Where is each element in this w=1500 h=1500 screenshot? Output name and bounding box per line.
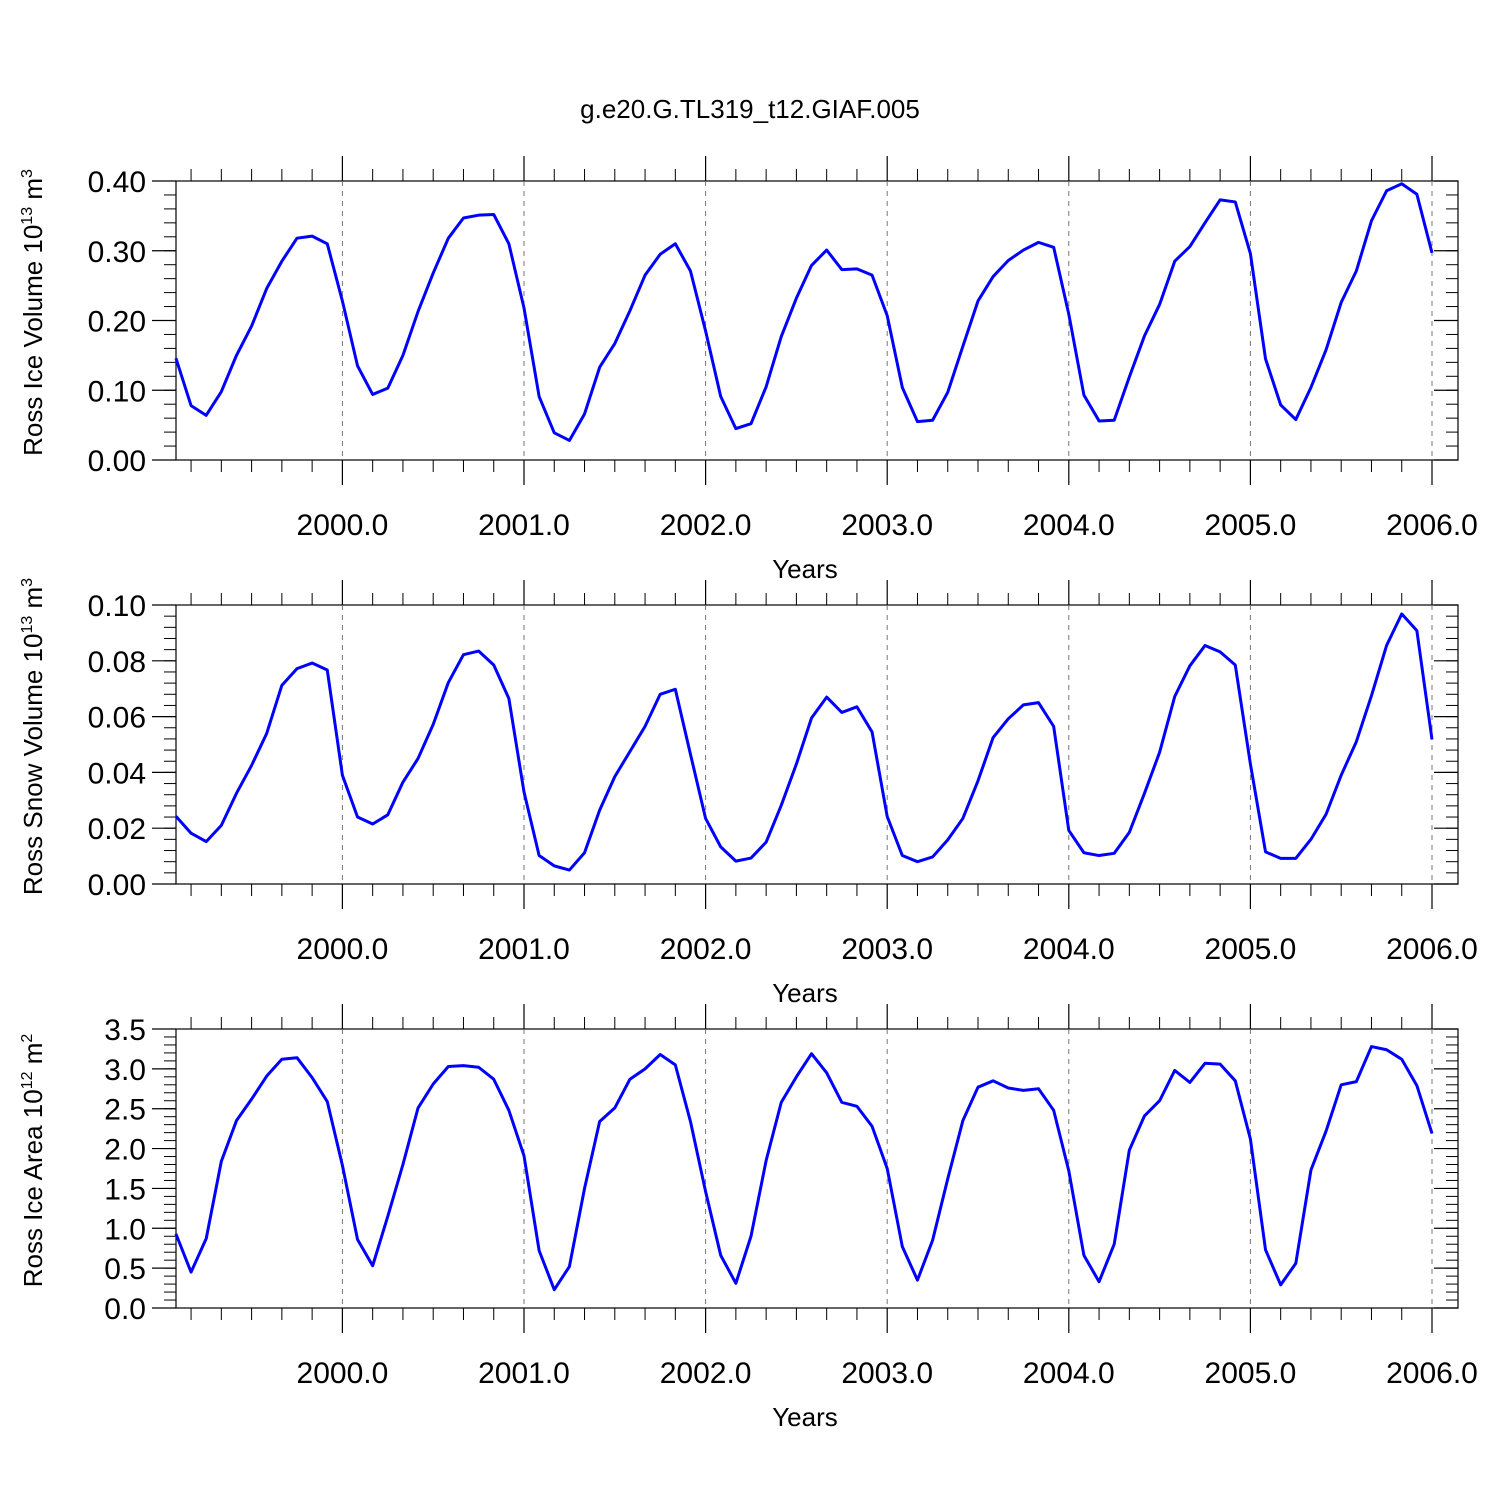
y-tick-label: 0.00 [88,869,146,902]
x-tick-label: 2004.0 [1023,933,1115,966]
x-tick-label: 2002.0 [660,509,752,542]
y-tick-label: 0.08 [88,646,146,679]
x-axis-label: Years [772,978,838,1008]
x-tick-label: 2001.0 [478,509,570,542]
plot-frame [175,604,1459,885]
plot-frame [175,1028,1459,1309]
x-tick-label: 2001.0 [478,1357,570,1390]
y-axis-label: Ross Snow Volume 1013 m3 [18,578,48,895]
y-tick-label: 0.20 [88,306,146,339]
panel-ice-volume: 0.00 0.10 0.20 0.30 0.40 2000.0 2001.0 2002.0 20… [18,156,1478,584]
y-tick-label: 1.0 [104,1213,146,1246]
x-tick-label: 2002.0 [660,1357,752,1390]
x-axis-label: Years [772,1402,838,1432]
x-tick-label: 2005.0 [1205,1357,1297,1390]
series-line-0 [174,182,1434,442]
y-tick-label: 1.5 [104,1173,146,1206]
x-tick-label: 2003.0 [841,933,933,966]
x-tick-label: 2006.0 [1386,933,1478,966]
y-tick-label: 0.00 [88,445,146,478]
y-tick-label: 3.0 [104,1054,146,1087]
x-tick-label: 2005.0 [1205,509,1297,542]
y-tick-label: 2.0 [104,1134,146,1167]
x-tick-label: 2001.0 [478,933,570,966]
x-tick-label: 2006.0 [1386,509,1478,542]
x-tick-label: 2002.0 [660,933,752,966]
y-tick-label: 2.5 [104,1094,146,1127]
figure-title: g.e20.G.TL319_t12.GIAF.005 [580,94,920,124]
x-tick-label: 2003.0 [841,509,933,542]
panel-ice-area: 0.0 0.5 1.0 1.5 2.0 2.5 3.0 3.5 2000.0 2001.0 2002… [18,1004,1478,1432]
y-tick-label: 0.40 [88,166,146,199]
x-tick-label: 2000.0 [297,509,389,542]
y-tick-label: 3.5 [104,1014,146,1047]
y-tick-label: 0.06 [88,702,146,735]
y-tick-label: 0.5 [104,1253,146,1286]
y-axis-label: Ross Ice Volume 1013 m3 [18,169,48,456]
x-axis-label: Years [772,554,838,584]
x-tick-label: 2003.0 [841,1357,933,1390]
y-tick-label: 0.30 [88,236,146,269]
series-line-0 [174,612,1434,872]
y-tick-label: 0.0 [104,1293,146,1326]
y-tick-label: 0.10 [88,375,146,408]
y-tick-label: 0.04 [88,757,146,790]
y-axis-label: Ross Ice Area 1012 m2 [18,1034,48,1288]
x-tick-label: 2000.0 [297,933,389,966]
x-tick-label: 2005.0 [1205,933,1297,966]
series-line-0 [174,1045,1434,1292]
panel-snow-volume: 0.00 0.02 0.04 0.06 0.08 0.10 2000.0 2001.0 2002… [18,578,1478,1008]
x-tick-label: 2000.0 [297,1357,389,1390]
y-tick-label: 0.02 [88,813,146,846]
x-tick-label: 2004.0 [1023,509,1115,542]
y-tick-label: 0.10 [88,590,146,623]
x-tick-label: 2004.0 [1023,1357,1115,1390]
x-tick-label: 2006.0 [1386,1357,1478,1390]
